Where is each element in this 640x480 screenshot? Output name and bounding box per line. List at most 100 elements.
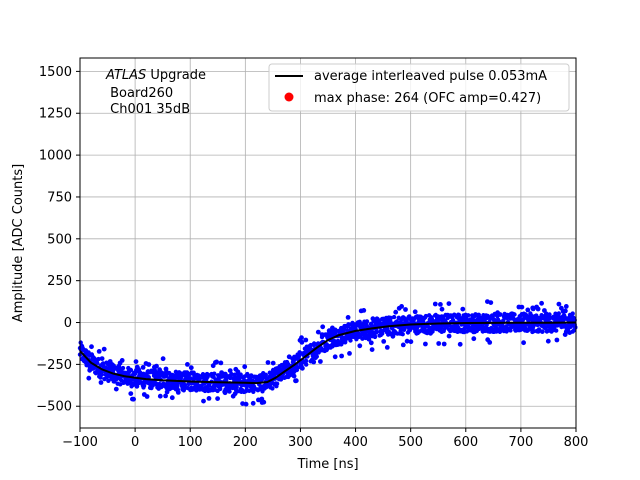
sample-point bbox=[313, 355, 318, 361]
sample-point bbox=[319, 332, 325, 337]
sample-point bbox=[87, 367, 93, 373]
x-tick-label: 600 bbox=[453, 435, 478, 450]
y-tick-label: 1000 bbox=[39, 149, 72, 164]
sample-point bbox=[326, 328, 332, 334]
sample-point bbox=[303, 349, 309, 355]
x-tick-label: 700 bbox=[508, 435, 533, 450]
sample-point bbox=[460, 306, 466, 312]
sample-point bbox=[219, 370, 225, 375]
x-tick-label: 0 bbox=[131, 435, 139, 450]
legend: average interleaved pulse 0.053mA max ph… bbox=[268, 63, 570, 112]
sample-point bbox=[357, 343, 363, 349]
sample-point bbox=[101, 346, 107, 352]
sample-point bbox=[99, 356, 105, 361]
sample-point bbox=[86, 375, 92, 381]
sample-point bbox=[291, 373, 297, 379]
sample-point bbox=[436, 341, 442, 346]
y-tick-label: 0 bbox=[64, 316, 72, 331]
sample-point bbox=[370, 316, 376, 322]
x-tick-label: 800 bbox=[564, 435, 589, 450]
sample-point bbox=[222, 390, 228, 396]
sample-point bbox=[128, 391, 134, 396]
sample-point bbox=[195, 373, 201, 378]
sample-point bbox=[152, 367, 158, 373]
sample-point bbox=[485, 313, 490, 319]
sample-point bbox=[449, 324, 455, 330]
sample-point bbox=[567, 330, 573, 335]
sample-point bbox=[107, 359, 113, 364]
sample-point bbox=[455, 326, 460, 332]
sample-point bbox=[218, 360, 224, 366]
sample-point bbox=[291, 368, 297, 374]
sample-point bbox=[259, 400, 265, 405]
x-tick-label: 500 bbox=[398, 435, 423, 450]
sample-point bbox=[356, 320, 362, 326]
sample-point bbox=[311, 359, 317, 365]
x-tick-label: 400 bbox=[343, 435, 368, 450]
sample-point bbox=[393, 309, 399, 315]
sample-point bbox=[505, 326, 511, 332]
annotation-board: Board260 bbox=[106, 86, 173, 101]
sample-scatter bbox=[77, 299, 578, 407]
legend-entry-pulse: average interleaved pulse 0.053mA bbox=[314, 69, 547, 84]
sample-point bbox=[227, 368, 233, 373]
sample-point bbox=[441, 341, 447, 347]
sample-point bbox=[519, 304, 525, 310]
sample-point bbox=[332, 354, 338, 360]
sample-point bbox=[273, 381, 279, 386]
sample-point bbox=[339, 353, 344, 359]
sample-point bbox=[487, 340, 493, 345]
sample-point bbox=[157, 367, 163, 373]
sample-point bbox=[539, 300, 544, 306]
sample-point bbox=[369, 347, 375, 352]
legend-dot-swatch bbox=[284, 92, 294, 102]
sample-point bbox=[164, 369, 169, 375]
sample-point bbox=[511, 322, 516, 328]
sample-point bbox=[408, 339, 414, 345]
sample-point bbox=[542, 308, 547, 313]
x-tick-label: 100 bbox=[178, 435, 203, 450]
sample-point bbox=[160, 356, 166, 362]
sample-point bbox=[235, 369, 241, 375]
sample-point bbox=[446, 301, 452, 306]
annotation-channel: Ch001 35dB bbox=[106, 102, 190, 117]
sample-point bbox=[242, 364, 248, 370]
x-tick-label: 200 bbox=[233, 435, 258, 450]
sample-point bbox=[148, 384, 154, 390]
sample-point bbox=[243, 401, 249, 407]
y-tick-label: −250 bbox=[36, 358, 72, 373]
sample-point bbox=[349, 334, 355, 339]
y-tick-label: 250 bbox=[47, 274, 72, 289]
sample-point bbox=[293, 378, 299, 384]
sample-point bbox=[384, 345, 390, 350]
sample-point bbox=[163, 393, 169, 399]
sample-point bbox=[438, 302, 443, 307]
sample-point bbox=[434, 326, 440, 332]
sample-point bbox=[185, 362, 190, 367]
sample-point bbox=[178, 371, 184, 377]
sample-point bbox=[366, 336, 372, 342]
sample-point bbox=[96, 349, 102, 354]
sample-point bbox=[345, 315, 351, 320]
sample-point bbox=[535, 306, 541, 312]
annotation-line-1: ATLAS Upgrade bbox=[105, 68, 206, 83]
sample-point bbox=[482, 328, 488, 334]
y-tick-label: 750 bbox=[47, 190, 72, 205]
plot-frame bbox=[79, 57, 577, 429]
sample-point bbox=[256, 397, 261, 403]
sample-point bbox=[534, 328, 540, 334]
sample-point bbox=[400, 342, 406, 348]
sample-point bbox=[271, 368, 277, 374]
sample-point bbox=[144, 371, 149, 377]
sample-point bbox=[525, 307, 531, 313]
sample-point bbox=[119, 358, 125, 363]
sample-point bbox=[423, 341, 428, 347]
sample-point bbox=[560, 309, 566, 314]
annotation-upgrade: Upgrade bbox=[146, 68, 206, 83]
sample-point bbox=[399, 304, 404, 309]
sample-point bbox=[164, 389, 170, 395]
sample-point bbox=[390, 333, 396, 339]
y-tick-label: −500 bbox=[36, 400, 72, 415]
sample-point bbox=[513, 328, 519, 333]
sample-band bbox=[77, 311, 578, 395]
